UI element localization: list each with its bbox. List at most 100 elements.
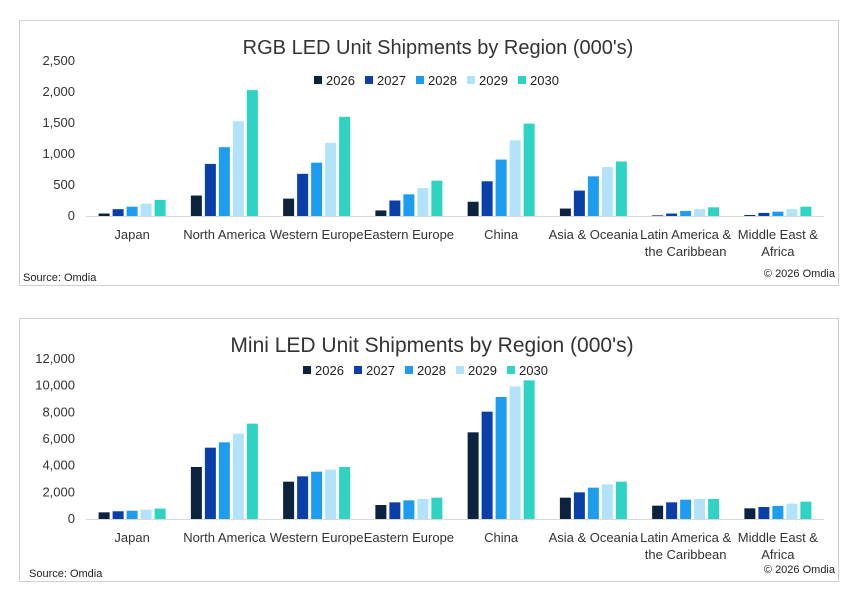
mini-bar-2027-3 [389, 502, 401, 519]
mini-category-label: Latin America & the Caribbean [640, 530, 731, 562]
rgb-bar-2030-1 [246, 90, 258, 216]
mini-bar-2027-2 [297, 476, 309, 519]
mini-chart-title: Mini LED Unit Shipments by Region (000's… [230, 334, 633, 357]
mini-bar-2030-1 [246, 423, 258, 519]
legend-swatch-2026 [314, 76, 322, 84]
legend-label-2026: 2026 [326, 73, 355, 88]
mini-chart-panel: Mini LED Unit Shipments by Region (000's… [19, 318, 839, 582]
mini-bar-2026-4 [467, 432, 479, 519]
mini-bar-2028-7 [772, 505, 784, 519]
mini-bar-2030-3 [431, 497, 443, 519]
mini-bar-2028-2 [311, 471, 323, 519]
rgb-y-tick-label: 1,000 [42, 146, 75, 161]
mini-bar-2027-7 [758, 507, 770, 519]
rgb-bar-2029-1 [232, 121, 244, 216]
mini-bar-2030-6 [708, 499, 720, 519]
mini-bar-2027-5 [573, 492, 585, 519]
mini-y-tick-label: 10,000 [35, 378, 75, 393]
rgb-bar-2030-5 [615, 161, 627, 216]
rgb-bar-2026-1 [190, 195, 202, 216]
legend-label-2030: 2030 [519, 363, 548, 378]
rgb-bar-2027-1 [204, 163, 216, 216]
rgb-bar-2029-3 [417, 188, 429, 216]
rgb-bar-2027-3 [389, 200, 401, 216]
rgb-bar-2026-3 [375, 210, 387, 216]
legend-swatch-2027 [354, 366, 362, 374]
rgb-bar-2026-7 [744, 215, 756, 216]
mini-bar-2029-2 [325, 469, 337, 519]
rgb-bar-2029-6 [694, 209, 706, 216]
rgb-source-note: Source: Omdia [23, 272, 97, 284]
rgb-bar-2030-2 [339, 116, 351, 216]
mini-category-label: Asia & Oceania [549, 530, 639, 545]
legend-swatch-2029 [456, 366, 464, 374]
mini-bar-2030-5 [615, 481, 627, 519]
legend-label-2030: 2030 [530, 73, 559, 88]
legend-swatch-2027 [365, 76, 373, 84]
rgb-bar-2029-0 [140, 203, 152, 216]
mini-source-note: Source: Omdia [29, 568, 103, 580]
rgb-y-tick-label: 0 [68, 208, 75, 223]
rgb-bar-2026-5 [559, 208, 571, 216]
rgb-y-tick-label: 500 [53, 177, 75, 192]
rgb-bar-2028-2 [311, 162, 323, 216]
legend-label-2028: 2028 [417, 363, 446, 378]
rgb-bar-2028-0 [126, 206, 138, 216]
rgb-bar-2029-2 [325, 142, 337, 216]
mini-bar-2030-0 [154, 508, 166, 519]
rgb-y-tick-label: 2,500 [42, 53, 75, 68]
mini-bar-2028-4 [495, 397, 507, 519]
legend-label-2026: 2026 [315, 363, 344, 378]
mini-bar-2029-3 [417, 499, 429, 519]
mini-category-label: North America [183, 530, 266, 545]
mini-bar-2026-2 [283, 481, 295, 519]
mini-bar-2027-4 [481, 411, 493, 519]
legend-swatch-2026 [303, 366, 311, 374]
rgb-category-label: Japan [114, 227, 149, 242]
mini-category-label: Western Europe [270, 530, 364, 545]
mini-bar-2028-6 [680, 499, 692, 519]
mini-bar-2030-4 [523, 380, 535, 519]
mini-bar-2027-6 [666, 502, 678, 519]
legend-label-2029: 2029 [479, 73, 508, 88]
rgb-bar-2027-0 [112, 209, 124, 216]
mini-bar-2028-5 [587, 487, 599, 519]
rgb-category-label: Latin America & the Caribbean [640, 227, 731, 259]
mini-bar-2029-7 [786, 503, 798, 519]
rgb-bar-2030-6 [708, 207, 720, 216]
rgb-bar-2026-2 [283, 198, 295, 216]
mini-bar-2030-7 [800, 501, 812, 519]
rgb-bar-2030-3 [431, 180, 443, 216]
mini-category-label: China [484, 530, 519, 545]
rgb-chart: RGB LED Unit Shipments by Region (000's)… [42, 37, 824, 259]
mini-bar-2029-6 [694, 499, 706, 519]
mini-category-label: Japan [114, 530, 149, 545]
rgb-bar-2027-5 [573, 190, 585, 216]
rgb-category-label: Eastern Europe [364, 227, 454, 242]
rgb-category-label: Middle East & Africa [738, 227, 819, 259]
rgb-chart-title: RGB LED Unit Shipments by Region (000's) [243, 37, 634, 59]
rgb-bar-2026-4 [467, 201, 479, 216]
legend-label-2029: 2029 [468, 363, 497, 378]
rgb-bar-2028-1 [218, 147, 230, 216]
mini-bar-2027-1 [204, 447, 216, 519]
legend-label-2027: 2027 [377, 73, 406, 88]
legend-label-2028: 2028 [428, 73, 457, 88]
rgb-bar-2027-4 [481, 181, 493, 216]
mini-bar-2029-1 [232, 433, 244, 519]
legend-swatch-2028 [416, 76, 424, 84]
rgb-bar-2030-0 [154, 199, 166, 216]
rgb-bar-2026-6 [652, 215, 664, 216]
legend-swatch-2030 [518, 76, 526, 84]
mini-chart: Mini LED Unit Shipments by Region (000's… [35, 334, 824, 562]
rgb-bar-2029-7 [786, 209, 798, 216]
mini-y-tick-label: 6,000 [42, 431, 75, 446]
rgb-bar-2028-7 [772, 211, 784, 216]
rgb-bar-2029-4 [509, 140, 521, 216]
rgb-bar-2027-7 [758, 212, 770, 216]
mini-y-tick-label: 8,000 [42, 404, 75, 419]
rgb-category-label: North America [183, 227, 266, 242]
rgb-copyright-note: © 2026 Omdia [763, 268, 835, 280]
mini-category-label: Middle East & Africa [738, 530, 819, 562]
mini-bar-2029-5 [601, 484, 613, 519]
